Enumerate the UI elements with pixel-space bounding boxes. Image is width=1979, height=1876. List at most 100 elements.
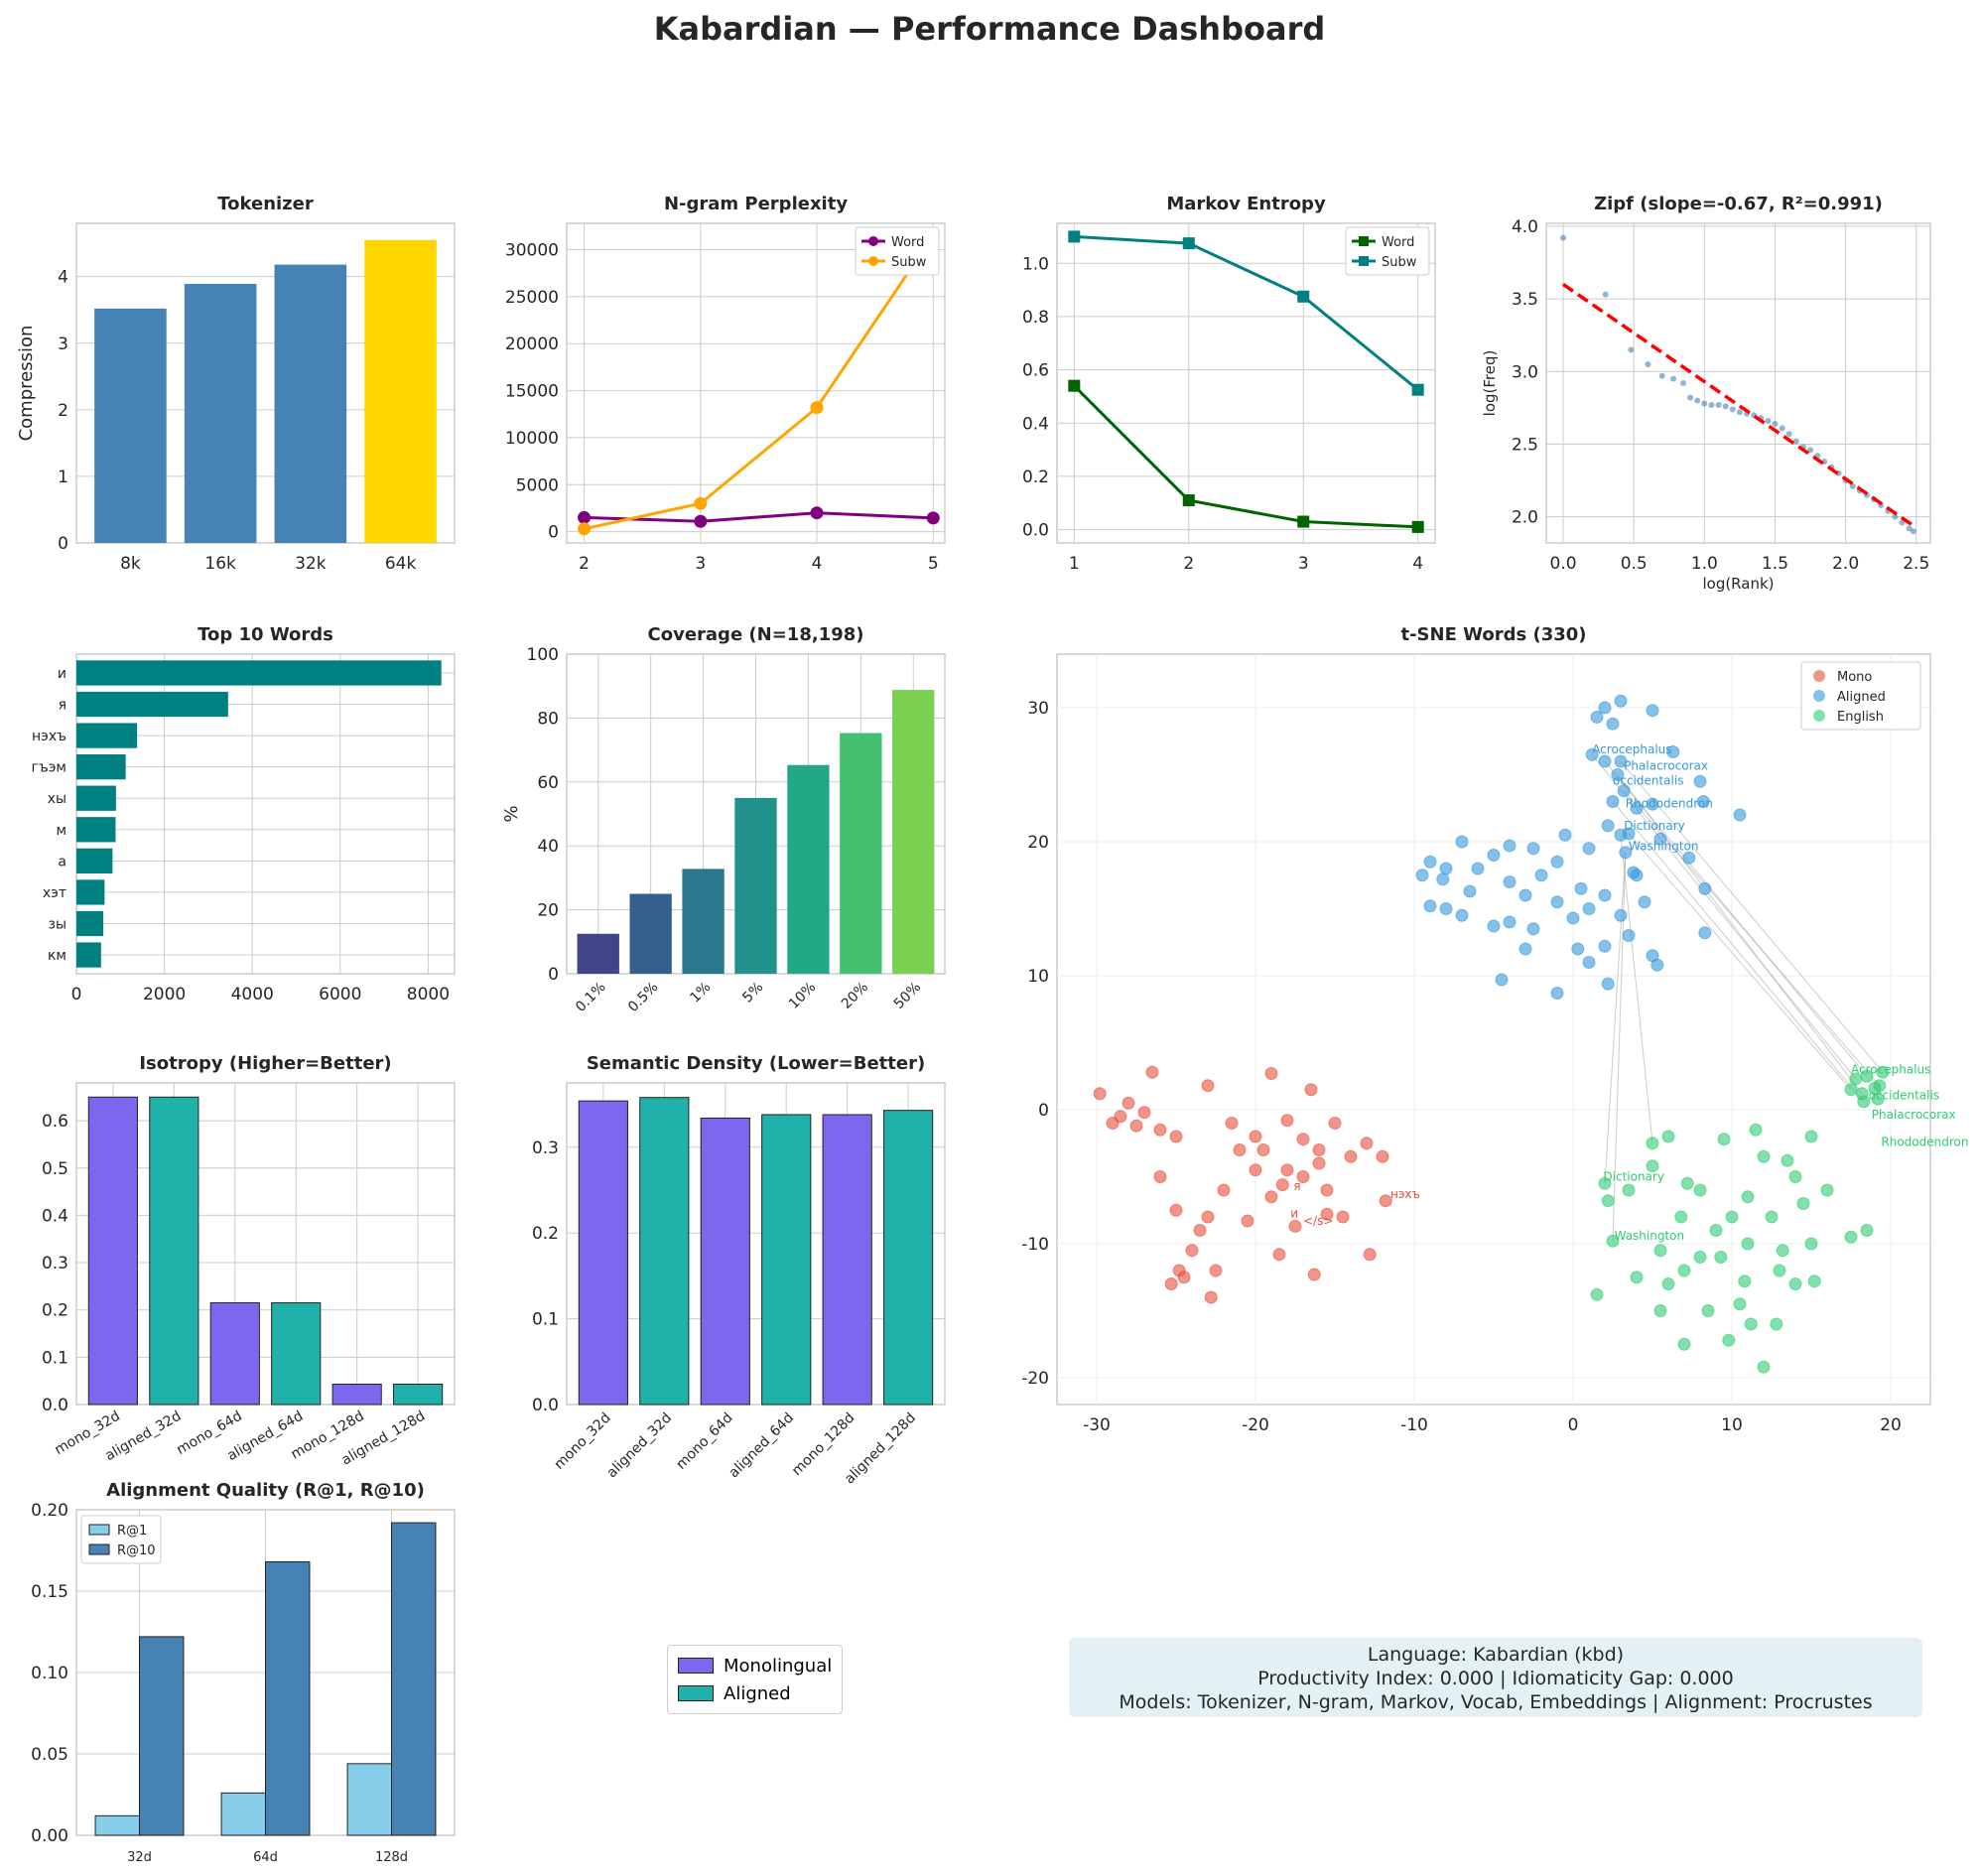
- y-tick-label: 20: [537, 901, 559, 921]
- tsne-point-English: [1590, 1287, 1604, 1301]
- tsne-point-English: [1646, 1159, 1659, 1173]
- y-tick-label: зы: [49, 916, 67, 932]
- y-axis-label: %: [501, 805, 522, 822]
- y-tick-label: 40: [537, 837, 559, 857]
- tsne-point-Mono: [1129, 1119, 1143, 1133]
- word-label: Dictionary: [1624, 819, 1685, 833]
- bar-32k: [274, 264, 347, 543]
- x-tick-label: 5%: [739, 980, 766, 1006]
- tsne-point-English: [1677, 1264, 1691, 1277]
- y-tick-label: 0.1: [42, 1348, 68, 1368]
- x-tick-label: 10%: [786, 980, 819, 1012]
- data-point: [810, 401, 824, 415]
- data-point: [1068, 230, 1081, 243]
- x-tick-label: 128d: [375, 1850, 408, 1865]
- tsne-point-Aligned: [1601, 819, 1615, 833]
- tsne-point-Aligned: [1503, 875, 1517, 888]
- tsne-point-Mono: [1249, 1130, 1262, 1143]
- tsne-point-Mono: [1201, 1079, 1215, 1093]
- y-tick-label: 2.0: [1512, 508, 1538, 528]
- tsne-point-Aligned: [1611, 768, 1625, 781]
- tsne-point-Aligned: [1619, 846, 1633, 860]
- y-tick-label: 3: [58, 335, 68, 354]
- data-point: [1792, 438, 1799, 445]
- y-tick-label: 3.5: [1512, 290, 1538, 310]
- x-tick-label: 0: [1568, 1415, 1579, 1435]
- legend-item-aligned: Aligned: [678, 1679, 832, 1707]
- tsne-point-Aligned: [1614, 908, 1628, 922]
- x-tick-label: aligned_32d: [604, 1410, 676, 1482]
- x-tick-label: mono_128d: [789, 1410, 858, 1479]
- y-tick-label: 0.2: [1022, 468, 1049, 487]
- tsne-point-Aligned: [1550, 987, 1564, 1001]
- tsne-point-Aligned: [1582, 842, 1596, 856]
- y-tick-label: 3.0: [1512, 362, 1538, 382]
- y-tick-label: нэхъ: [32, 729, 66, 744]
- y-tick-label: 0.0: [532, 1396, 559, 1415]
- bar-5%: [734, 797, 777, 974]
- y-tick-label: 4: [58, 268, 68, 288]
- tsne-point-Mono: [1312, 1143, 1326, 1156]
- bar-mono_128d: [822, 1114, 872, 1406]
- x-axis-label: log(Rank): [1702, 575, 1774, 593]
- series-line-Word: [584, 511, 934, 523]
- y-tick-label: -20: [1021, 1369, 1049, 1389]
- tsne-point-Mono: [1336, 1210, 1350, 1224]
- y-tick-label: 0.1: [532, 1310, 559, 1330]
- data-point: [578, 510, 592, 524]
- tsne-point-English: [1788, 1170, 1802, 1183]
- tsne-point-English: [1709, 1224, 1723, 1237]
- word-label: и: [1290, 1207, 1298, 1221]
- x-tick-label: mono_32d: [552, 1410, 614, 1473]
- tsne-point-Aligned: [1622, 827, 1636, 841]
- legend-label: Word: [891, 235, 924, 250]
- tsne-point-Mono: [1153, 1170, 1167, 1183]
- y-tick-label: хэт: [43, 885, 66, 901]
- tsne-point-Aligned: [1590, 710, 1604, 724]
- alignment-link: [1604, 852, 1627, 1184]
- tsne-point-Aligned: [1487, 919, 1501, 933]
- bar-mono_64d: [209, 1302, 260, 1406]
- y-tick-label: хы: [48, 791, 66, 807]
- tsne-point-Mono: [1256, 1143, 1270, 1156]
- tsne-point-Aligned: [1598, 754, 1612, 768]
- word-label: Dictionary: [1603, 1170, 1664, 1184]
- tsne-point-Mono: [1363, 1248, 1377, 1262]
- tsne-point-English: [1860, 1069, 1874, 1083]
- bar-aligned_64d: [761, 1114, 812, 1406]
- alignment-link: [1620, 760, 1884, 1073]
- legend-label: Subw: [1382, 255, 1417, 270]
- y-tick-label: 0.05: [31, 1745, 68, 1765]
- y-tick-label: 0: [548, 965, 559, 985]
- y-tick-label: 10: [1027, 967, 1049, 987]
- x-tick-label: 4000: [231, 985, 274, 1005]
- tsne-point-Mono: [1304, 1083, 1318, 1097]
- tsne-point-Mono: [1177, 1271, 1191, 1284]
- tsne-point-English: [1844, 1230, 1858, 1244]
- tokenizer-chart: 0 1 2 3 4 Tokenizer 8k 16k 32k 64k Compression: [16, 194, 456, 574]
- tsne-point-Aligned: [1471, 862, 1485, 875]
- tsne-point-Aligned: [1534, 869, 1548, 882]
- bar-16k: [184, 284, 257, 543]
- tsne-point-Aligned: [1550, 855, 1564, 869]
- x-tick-label: 8000: [407, 985, 450, 1005]
- bar-1: [76, 691, 228, 718]
- y-tick-label: 0.0: [1022, 521, 1049, 541]
- tsne-point-English: [1776, 1244, 1789, 1258]
- y-tick-label: 2: [58, 401, 68, 421]
- plot-area: [1056, 653, 1931, 1406]
- plot-area: [566, 222, 946, 544]
- tsne-point-Aligned: [1518, 942, 1532, 956]
- bar-mono_128d: [331, 1384, 382, 1406]
- y-tick-label: 0.10: [31, 1664, 68, 1683]
- tsne-point-Mono: [1249, 1163, 1262, 1177]
- bar-8k: [94, 308, 167, 543]
- tsne-point-Aligned: [1606, 795, 1620, 808]
- y-tick-label: 0: [1038, 1101, 1049, 1121]
- coverage-chart: 0 20 40 60 80 100 Coverage (N=18,198) 0.1% 0.5% 1…: [501, 624, 946, 1015]
- dashboard-title: Kabardian — Performance Dashboard: [654, 10, 1326, 48]
- plot-area: [1545, 222, 1931, 544]
- coverage-title: Coverage (N=18,198): [648, 624, 864, 645]
- legend-swatch: [88, 1543, 110, 1555]
- data-point: [1602, 291, 1609, 298]
